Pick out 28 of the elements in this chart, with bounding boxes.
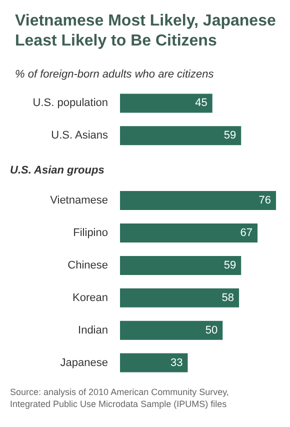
bar xyxy=(120,353,188,372)
bar xyxy=(120,256,242,275)
y-tick-label: Filipino xyxy=(73,227,108,239)
text: U.S. Asian groups xyxy=(10,164,104,177)
data-label: 59 xyxy=(224,130,236,142)
bar xyxy=(120,126,242,146)
bar xyxy=(120,224,258,242)
data-label: 76 xyxy=(258,194,271,207)
y-tick-label: Indian xyxy=(78,324,108,336)
bar xyxy=(120,94,212,113)
y-tick-label: U.S. population xyxy=(32,97,108,110)
data-label: 59 xyxy=(224,259,236,272)
y-tick-label: Vietnamese xyxy=(50,194,108,207)
data-label: 58 xyxy=(222,292,234,304)
bar xyxy=(120,191,276,210)
chart-subtitle: % of foreign-born adults who are citizens xyxy=(15,68,214,80)
y-tick-label: Japanese xyxy=(60,356,108,369)
y-tick-label: U.S. Asians xyxy=(51,130,108,142)
y-tick-label: Chinese xyxy=(68,259,108,272)
y-tick-label: Korean xyxy=(72,292,108,304)
bar xyxy=(120,288,240,308)
data-label: 45 xyxy=(195,97,208,110)
data-label: 33 xyxy=(170,356,183,369)
data-label: 67 xyxy=(240,227,253,239)
chart-title: Vietnamese Most Likely, Japanese Least Likely to Be Citizens xyxy=(15,12,280,50)
source-note: Source: analysis of 2010 American Community Survey, Integrated Public Use Microdata Sample (IPUMS) files xyxy=(10,387,232,409)
data-label: 50 xyxy=(205,324,218,336)
bar xyxy=(120,320,223,340)
